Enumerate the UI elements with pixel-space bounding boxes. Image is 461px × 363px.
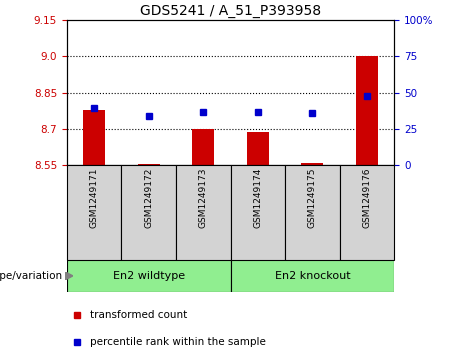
FancyBboxPatch shape	[285, 165, 340, 260]
Bar	[301, 163, 323, 165]
Polygon shape	[65, 272, 73, 280]
Text: genotype/variation: genotype/variation	[0, 271, 62, 281]
Bar	[356, 56, 378, 165]
Text: percentile rank within the sample: percentile rank within the sample	[90, 337, 266, 347]
Text: transformed count: transformed count	[90, 310, 187, 320]
FancyBboxPatch shape	[67, 260, 230, 292]
FancyBboxPatch shape	[340, 165, 394, 260]
Bar	[83, 110, 105, 165]
Bar	[192, 129, 214, 165]
FancyBboxPatch shape	[230, 165, 285, 260]
Text: GSM1249174: GSM1249174	[253, 168, 262, 228]
FancyBboxPatch shape	[67, 165, 121, 260]
Bar	[247, 132, 269, 165]
Title: GDS5241 / A_51_P393958: GDS5241 / A_51_P393958	[140, 4, 321, 17]
FancyBboxPatch shape	[230, 260, 394, 292]
Text: GSM1249176: GSM1249176	[362, 168, 372, 228]
Text: En2 wildtype: En2 wildtype	[112, 271, 185, 281]
Text: GSM1249173: GSM1249173	[199, 168, 208, 228]
Text: En2 knockout: En2 knockout	[274, 271, 350, 281]
Text: GSM1249175: GSM1249175	[308, 168, 317, 228]
FancyBboxPatch shape	[176, 165, 230, 260]
Text: GSM1249172: GSM1249172	[144, 168, 153, 228]
Bar	[138, 164, 160, 165]
FancyBboxPatch shape	[121, 165, 176, 260]
Text: GSM1249171: GSM1249171	[89, 168, 99, 228]
